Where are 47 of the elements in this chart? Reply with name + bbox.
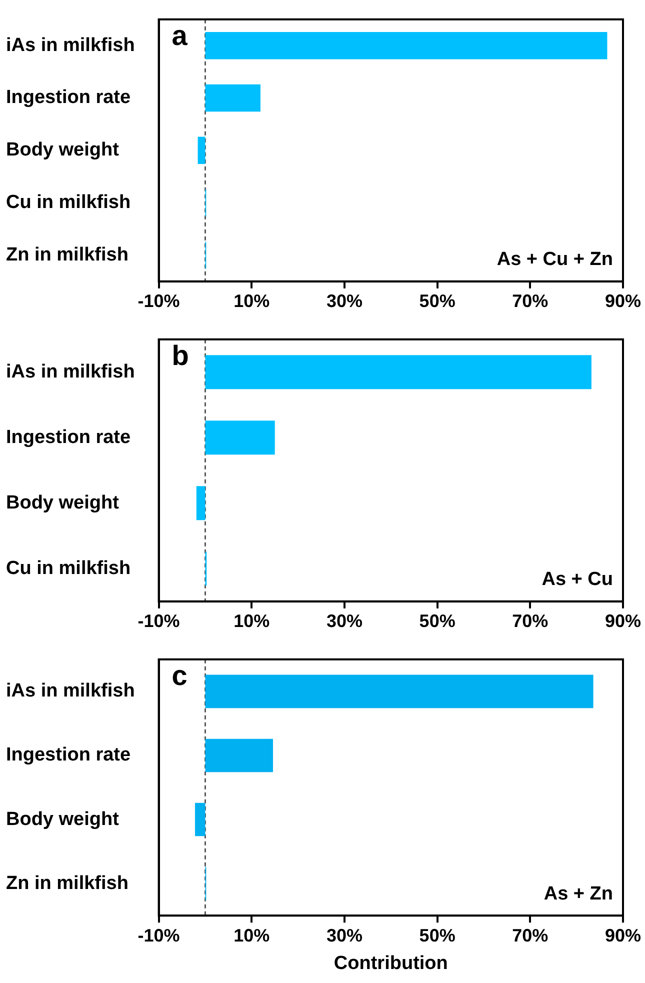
bar (205, 420, 275, 455)
x-tick-label: 30% (326, 611, 362, 632)
y-tick-label: Ingestion rate (6, 426, 131, 448)
y-tick-label: Body weight (6, 492, 120, 514)
annotation: c (172, 660, 188, 692)
x-tick-label: 30% (326, 291, 362, 312)
annotation: b (172, 340, 189, 372)
y-tick-label: Cu in milkfish (6, 192, 131, 214)
x-tick-label: 10% (234, 925, 270, 946)
x-tick-label: 50% (419, 291, 456, 312)
x-tick-label: 90% (604, 925, 642, 946)
bar (205, 32, 608, 60)
y-tick-label: Body weight (6, 808, 120, 830)
x-tick-label: 50% (419, 611, 456, 632)
x-tick-label: -10% (138, 611, 180, 632)
bar (205, 738, 273, 772)
x-tick-label: 10% (234, 291, 270, 312)
x-tick-label: -10% (138, 291, 180, 312)
annotation: a (172, 20, 188, 52)
y-tick-label: iAs in milkfish (6, 680, 135, 702)
x-tick-label: 70% (512, 611, 548, 632)
x-axis-title: Contribution (334, 952, 448, 974)
annotation: As + Zn (544, 883, 613, 904)
x-tick-label: 50% (419, 925, 456, 946)
x-tick-label: 90% (604, 291, 642, 312)
y-tick-label: iAs in milkfish (6, 34, 135, 56)
y-tick-label: Ingestion rate (6, 87, 131, 108)
y-tick-label: Zn in milkfish (6, 244, 128, 266)
annotation: As + Cu (542, 569, 613, 590)
y-tick-label: Body weight (6, 140, 120, 161)
bar (205, 674, 594, 708)
bar (196, 486, 206, 520)
annotation: As + Cu + Zn (496, 249, 613, 270)
bar (205, 355, 592, 390)
bar (195, 802, 206, 836)
y-tick-label: Ingestion rate (6, 744, 131, 766)
y-tick-label: Cu in milkfish (6, 558, 131, 579)
x-tick-label: 30% (326, 925, 362, 946)
x-tick-label: 90% (604, 611, 642, 632)
x-tick-label: 10% (234, 611, 270, 632)
bar (198, 136, 206, 164)
x-tick-label: 70% (512, 925, 548, 946)
x-tick-label: -10% (138, 925, 180, 946)
y-tick-label: Zn in milkfish (6, 872, 128, 894)
y-tick-label: iAs in milkfish (6, 361, 135, 382)
bar (205, 84, 260, 112)
x-tick-label: 70% (512, 291, 548, 312)
